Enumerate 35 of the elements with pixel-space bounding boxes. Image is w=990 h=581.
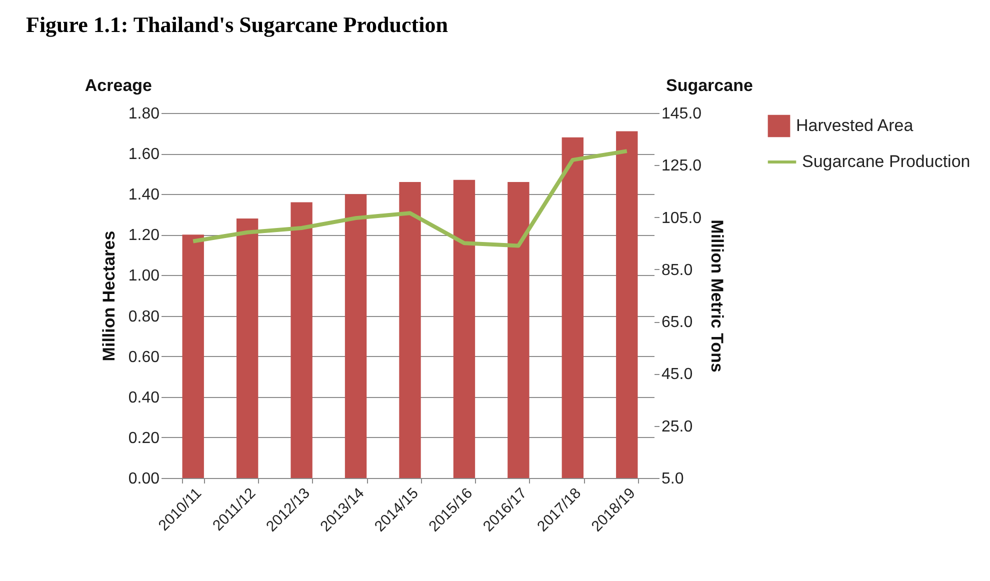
- bar: [236, 218, 258, 478]
- text: Sugarcane: [666, 76, 753, 95]
- bar: [508, 182, 530, 478]
- y2-axis-title: Million Metric Tons: [708, 220, 727, 372]
- bar: [399, 182, 421, 478]
- legend-label: Harvested Area: [796, 116, 914, 135]
- y2-tick-label: 145.0: [662, 106, 702, 122]
- y2-tick-label: 85.0: [662, 262, 693, 279]
- y2-tick-label: 125.0: [662, 158, 702, 175]
- y2-tick-label: 25.0: [662, 418, 693, 436]
- bar: [453, 180, 476, 478]
- y-tick-label: 0.40: [128, 389, 160, 406]
- text: Acreage: [84, 76, 152, 95]
- y2-tick-label: 65.0: [662, 314, 693, 332]
- y-tick-label: 1.60: [128, 146, 160, 164]
- bar: [182, 234, 204, 478]
- y-tick-label: 1.00: [128, 268, 160, 285]
- bar: [290, 202, 312, 478]
- y-axis-title: Million Hectares: [99, 230, 118, 362]
- line-series: [191, 149, 629, 248]
- y2-tick-label: 45.0: [662, 366, 693, 384]
- y2-tick-label: 5.0: [662, 470, 684, 488]
- y-tick-label: 0.00: [128, 470, 160, 488]
- y2-tick-label: 105.0: [662, 210, 702, 227]
- y-tick-label: 1.40: [128, 186, 160, 204]
- bar: [562, 137, 584, 478]
- y-tick-label: 0.60: [128, 348, 160, 366]
- y-tick-label: 1.80: [128, 106, 160, 122]
- y-tick-label: 1.20: [128, 227, 160, 244]
- bar: [344, 194, 367, 478]
- y-tick-label: 0.80: [128, 308, 160, 326]
- bar: [616, 131, 638, 478]
- chart-title: Figure 1.1: Thailand's Sugarcane Production: [26, 12, 448, 37]
- y-tick-label: 0.20: [128, 430, 160, 447]
- legend-label: Sugarcane Production: [802, 152, 970, 171]
